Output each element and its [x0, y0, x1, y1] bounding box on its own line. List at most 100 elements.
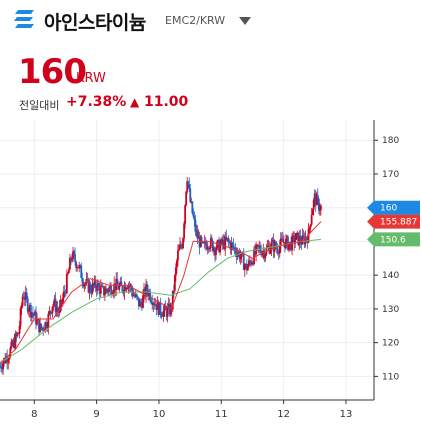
candle-body [178, 248, 180, 251]
candle-body [298, 235, 301, 245]
candle-body [80, 265, 83, 279]
candle-body [15, 334, 18, 336]
candle-body [115, 278, 118, 291]
candle-body [296, 232, 299, 234]
candle-body [0, 366, 2, 369]
x-tick-label: 10 [153, 409, 166, 420]
candle-body [52, 303, 55, 307]
candle-body [229, 242, 232, 250]
candle-body [256, 244, 259, 246]
candle-body [30, 312, 33, 318]
candle-body [123, 285, 126, 293]
candle-body [299, 235, 302, 243]
candle-body [24, 292, 27, 300]
candle-body [158, 302, 161, 315]
candle-body [230, 242, 233, 250]
candle-body [238, 251, 241, 260]
candle-body [279, 238, 282, 246]
candle-body [156, 301, 159, 310]
candle-body [242, 254, 245, 270]
candle-body [4, 358, 7, 363]
candle-body [130, 285, 133, 291]
candle-body [148, 291, 151, 296]
ma-short-line [0, 221, 322, 364]
candle-body [100, 285, 103, 287]
candle-body [38, 319, 40, 332]
candle-body [39, 323, 42, 332]
candle-body [69, 257, 71, 270]
candle-body [191, 201, 194, 214]
candle-body [74, 254, 76, 262]
candle-body [37, 319, 39, 321]
candle-body [129, 285, 132, 287]
candle-body [199, 236, 202, 248]
candle-body [55, 308, 58, 312]
candle-body [278, 245, 281, 254]
candle-body [44, 322, 47, 331]
candle-body [23, 297, 26, 300]
candle-body [94, 279, 97, 289]
candle-body [106, 288, 108, 291]
candle-body [202, 242, 205, 244]
ma-long-tag: 150.6 [367, 232, 420, 247]
candle-body [128, 284, 131, 287]
candle-body [207, 247, 210, 249]
candle-body [253, 249, 255, 265]
tag-label: 155.887 [380, 218, 417, 228]
candle-body [305, 237, 308, 239]
candle-body [92, 283, 95, 286]
price-tags: 160 155.887 150.6 [367, 200, 420, 247]
candle-body [98, 286, 101, 294]
candle-body [222, 240, 225, 245]
candle-body [68, 269, 70, 274]
x-tick-label: 13 [340, 409, 353, 420]
candle-body [149, 291, 152, 301]
candle-body [302, 235, 305, 237]
price-chart[interactable]: 1101201301401501601701808910111213 16015… [0, 118, 422, 427]
candle-body [289, 241, 291, 245]
candle-body [297, 232, 300, 245]
candle-body [240, 252, 243, 257]
candle-body [96, 283, 99, 291]
tag-shape [367, 232, 420, 247]
candle-body [251, 262, 253, 265]
candle-body [33, 314, 35, 316]
candle-body [64, 291, 67, 294]
candle-body [77, 267, 80, 269]
candle-body [176, 260, 178, 268]
candle-body [164, 305, 167, 310]
candle-body [140, 301, 142, 304]
candle-body [28, 305, 31, 311]
header: 아인스타이늄 EMC2/KRW [0, 0, 422, 40]
candle-body [231, 242, 234, 245]
candle-body [42, 327, 45, 331]
candle-body [318, 209, 321, 211]
y-tick-label: 140 [382, 271, 399, 281]
candle-body [48, 310, 51, 314]
candle-body [271, 240, 274, 242]
tag-label: 160 [380, 204, 397, 214]
candle-body [95, 288, 98, 291]
candle-body [137, 297, 140, 307]
chart-grid [0, 120, 374, 400]
candle-body [19, 308, 22, 326]
change-value: 11.00 [144, 94, 189, 110]
candle-body [258, 245, 261, 247]
x-tick-label: 8 [31, 409, 37, 420]
candle-body [220, 238, 223, 245]
candle-body [319, 205, 322, 210]
candle-body [89, 284, 92, 292]
candle-body [295, 233, 298, 241]
candle-body [81, 278, 84, 283]
candle-body [294, 240, 297, 244]
candle-body [146, 284, 148, 291]
candle-body [243, 265, 246, 270]
candle-body [182, 238, 184, 249]
candle-body [280, 238, 283, 240]
candle-body [73, 251, 75, 255]
candle-body [8, 357, 11, 360]
coin-name: 아인스타이늄 [44, 12, 146, 34]
chevron-down-icon[interactable] [238, 16, 252, 26]
candle-body [49, 310, 52, 313]
candle-body [250, 261, 252, 265]
